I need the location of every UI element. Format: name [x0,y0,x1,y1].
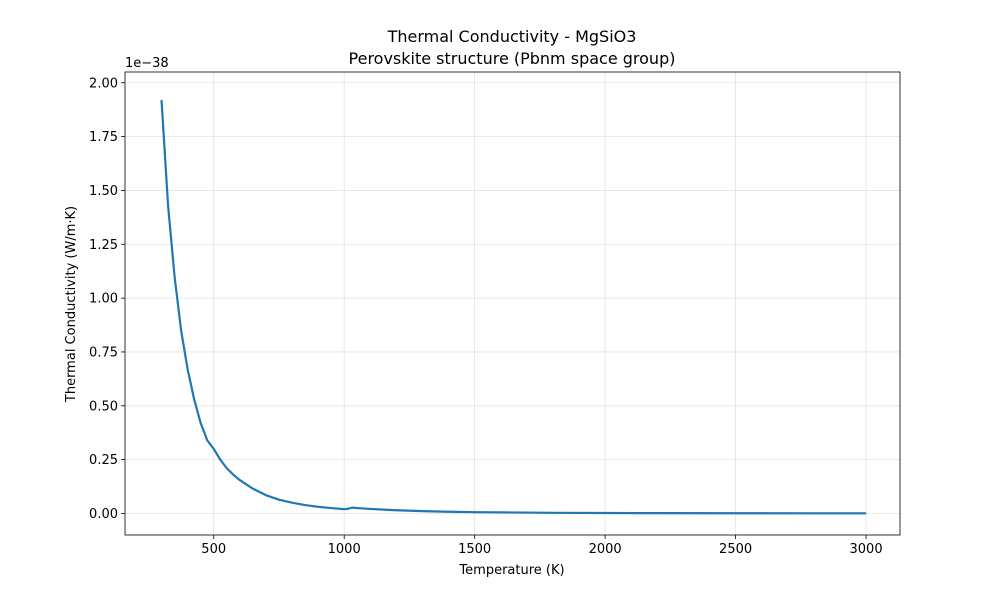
series-line [160,99,867,515]
y-tick-label: 1.25 [89,238,118,253]
x-tick-label: 1500 [458,542,491,557]
x-tick-label: 2500 [719,542,752,557]
chart-subtitle: Perovskite structure (Pbnm space group) [349,49,676,68]
x-tick-label: 3000 [850,542,883,557]
x-axis-ticks: 500 1000 1500 2000 2500 3000 [201,535,883,557]
series-layer [160,99,867,515]
chart-title: Thermal Conductivity - MgSiO3 [387,27,637,46]
y-tick-label: 1.75 [89,130,118,145]
x-tick-label: 2000 [589,542,622,557]
y-tick-label: 1.00 [89,292,118,307]
y-tick-label: 0.75 [89,345,118,360]
x-tick-label: 500 [201,542,226,557]
y-axis-offset-label: 1e−38 [125,56,169,71]
y-tick-label: 0.50 [89,399,118,414]
x-axis-label: Temperature (K) [458,563,564,578]
y-axis-label: Thermal Conductivity (W/m·K) [64,206,79,403]
y-tick-label: 0.00 [89,507,118,522]
y-axis-ticks: 0.00 0.25 0.50 0.75 1.00 1.25 1.50 1.75 2.00 [89,76,125,522]
x-tick-label: 1000 [328,542,361,557]
grid-layer [125,72,900,535]
y-tick-label: 2.00 [89,76,118,91]
y-tick-label: 0.25 [89,453,118,468]
axes-frame [124,71,901,536]
y-tick-label: 1.50 [89,184,118,199]
